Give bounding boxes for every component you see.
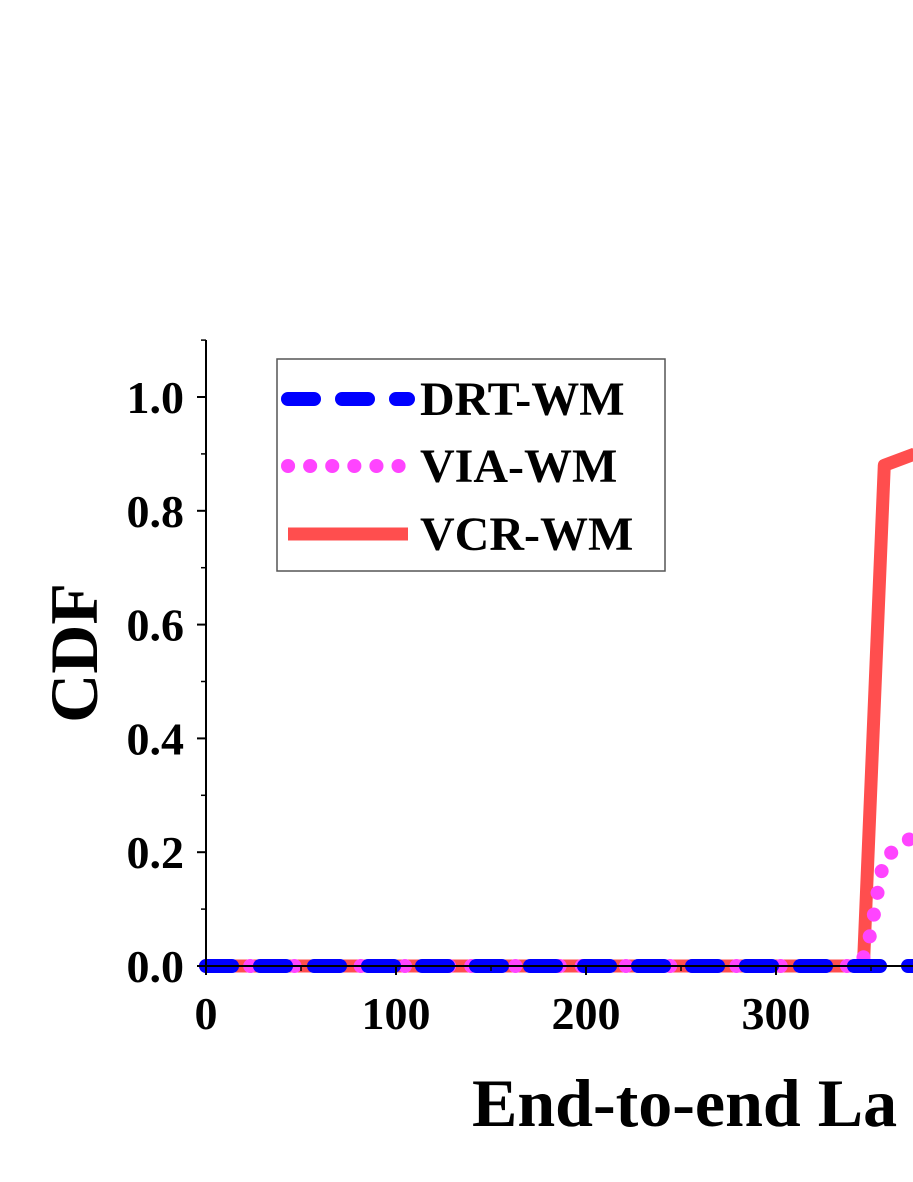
y-tick-label: 0.0 bbox=[127, 941, 185, 992]
legend-items: DRT-WM VIA-WM VCR-WM bbox=[281, 373, 633, 561]
y-axis-title: CDF bbox=[36, 583, 112, 723]
ticks: 0.0 0.2 0.4 0.6 0.8 1.0 0 100 200 300 bbox=[127, 339, 872, 1039]
y-tick-label: 1.0 bbox=[127, 372, 185, 423]
x-axis-title: End-to-end La bbox=[472, 1065, 897, 1141]
axes bbox=[205, 340, 913, 967]
y-tick-label: 0.8 bbox=[127, 486, 185, 537]
x-tick-label: 0 bbox=[195, 988, 218, 1039]
y-tick-label: 0.6 bbox=[127, 600, 185, 651]
series-line-via-wm bbox=[199, 828, 913, 973]
y-tick-label: 0.4 bbox=[127, 713, 185, 764]
legend-label-vcr-wm: VCR-WM bbox=[420, 508, 633, 561]
x-tick-label: 300 bbox=[742, 988, 811, 1039]
legend-label-drt-wm: DRT-WM bbox=[420, 373, 625, 426]
legend-label-via-wm: VIA-WM bbox=[420, 440, 617, 493]
x-tick-label: 200 bbox=[552, 988, 621, 1039]
legend: DRT-WM VIA-WM VCR-WM bbox=[276, 358, 666, 572]
x-tick-label: 100 bbox=[362, 988, 431, 1039]
y-tick-label: 0.2 bbox=[127, 827, 185, 878]
